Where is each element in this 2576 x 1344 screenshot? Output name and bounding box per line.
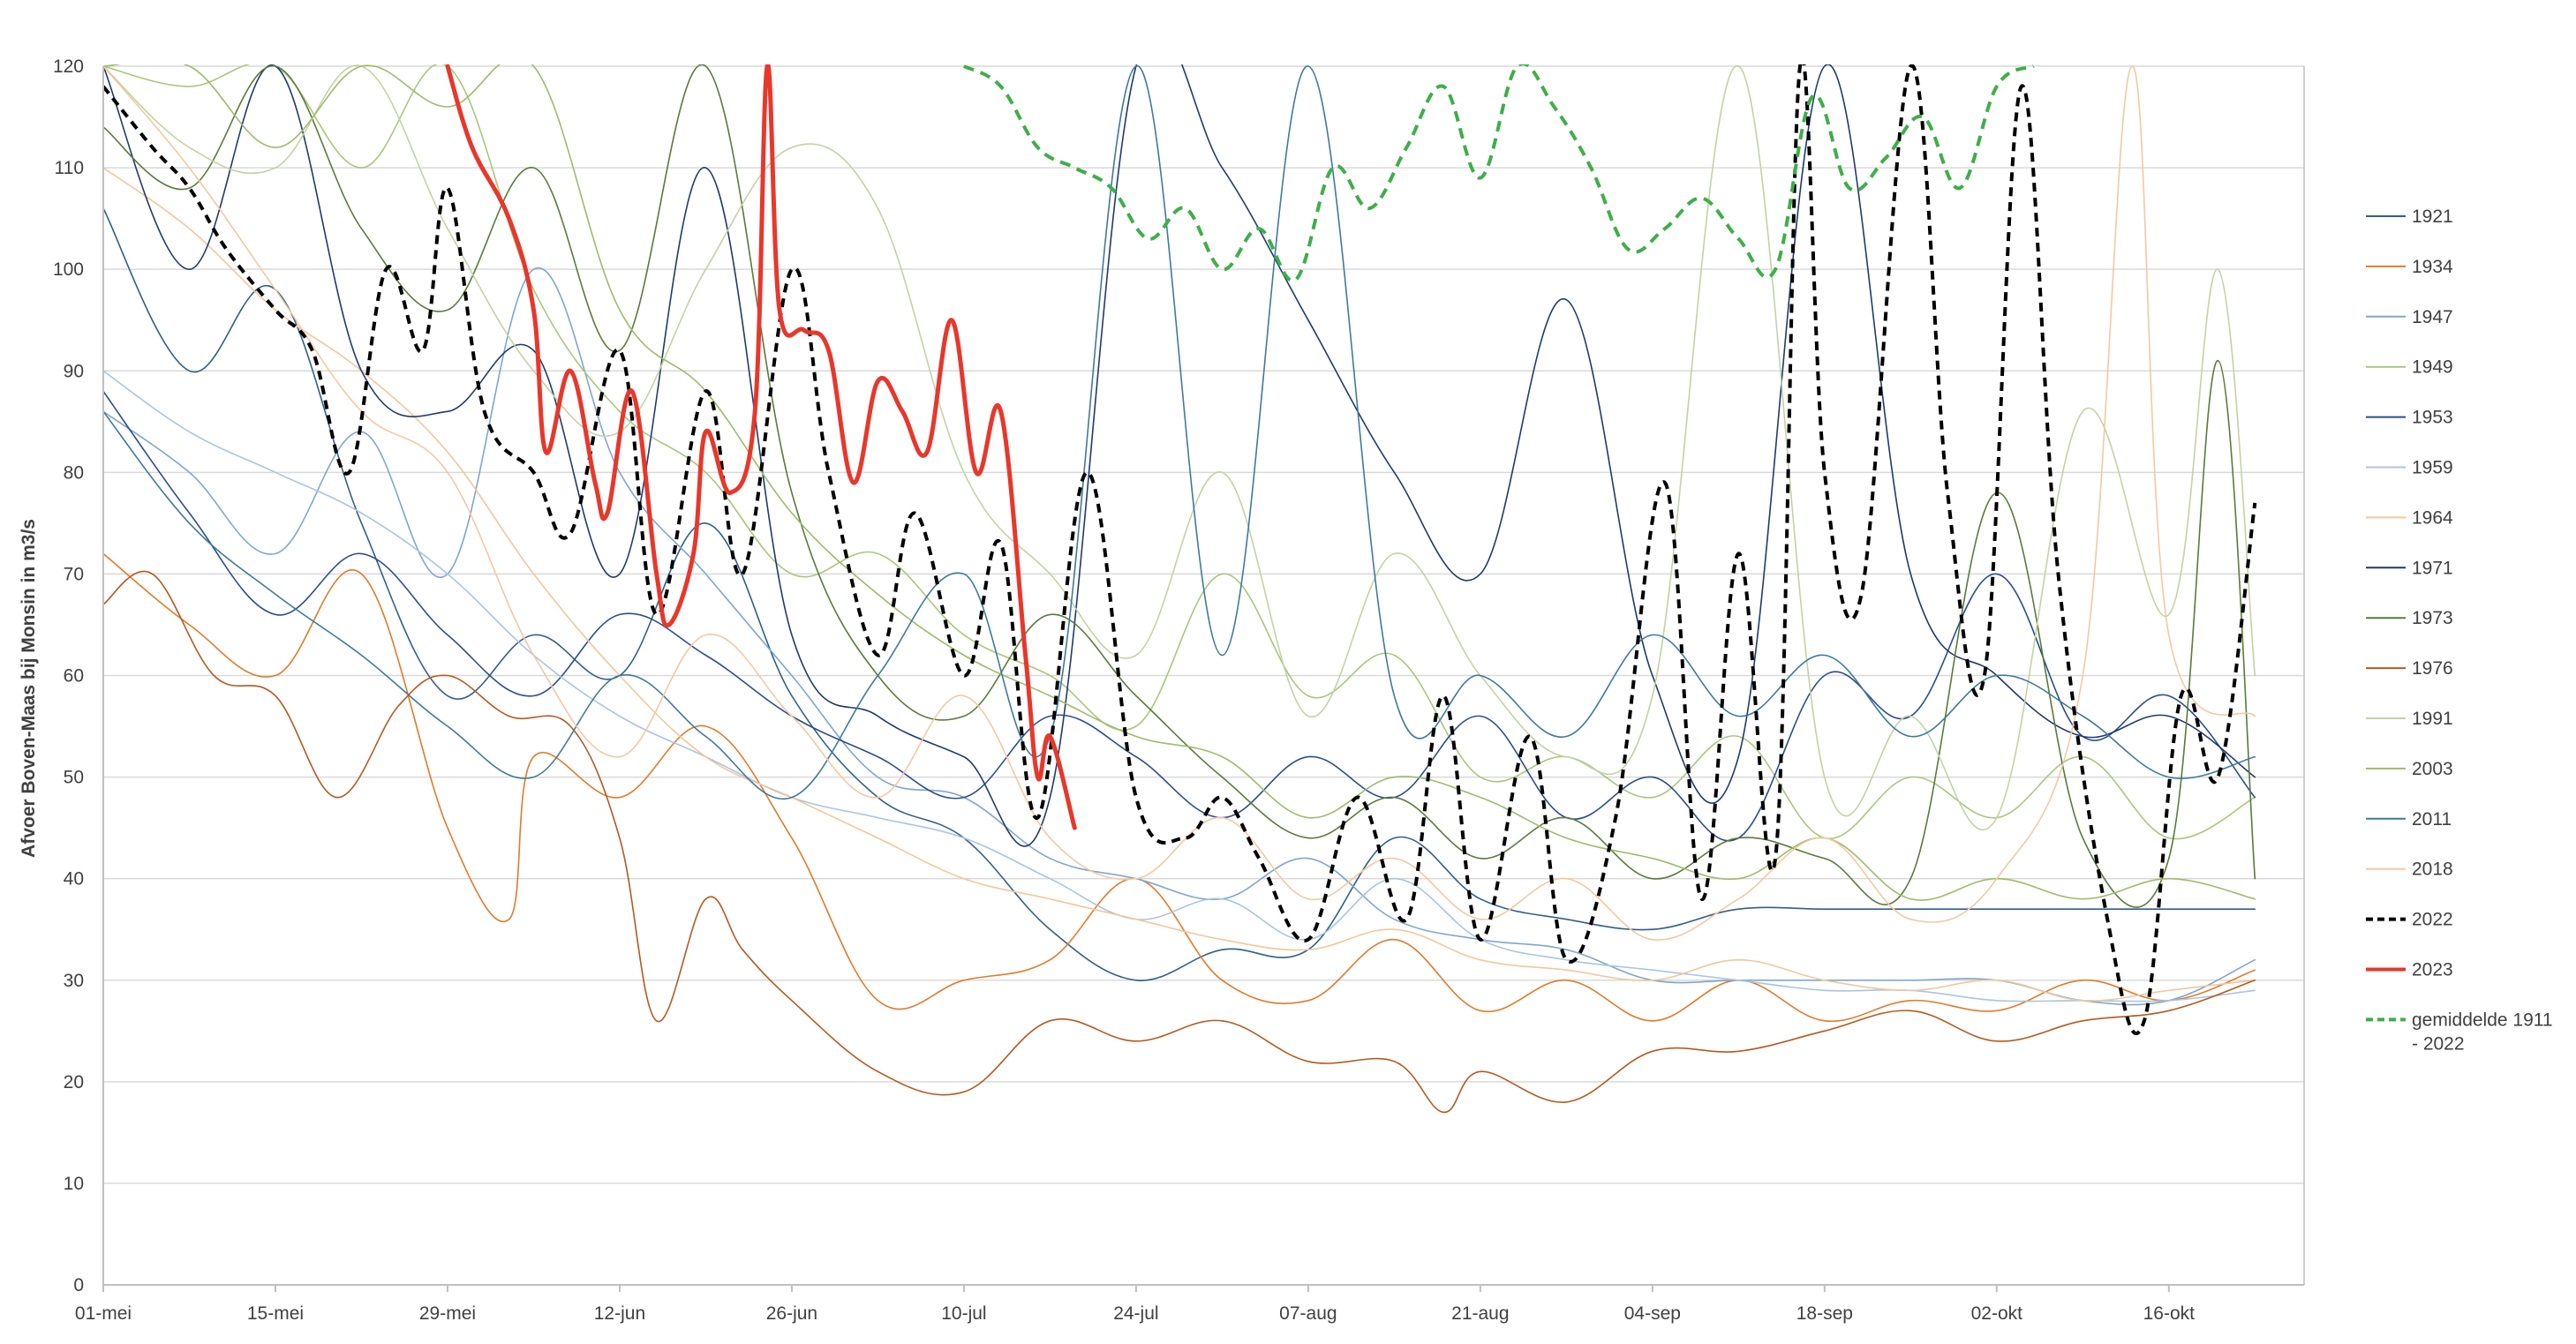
x-tick-label: 21-aug	[1451, 1303, 1509, 1324]
legend-label: 2003	[2412, 759, 2453, 779]
x-tick-label: 26-jun	[766, 1303, 817, 1324]
legend-label: 1959	[2412, 458, 2453, 478]
x-tick-label: 07-aug	[1279, 1303, 1337, 1324]
y-tick-label: 110	[55, 158, 84, 178]
series-line-1976	[103, 570, 2256, 1114]
x-tick-label: 04-sep	[1624, 1303, 1681, 1324]
series-line-2022	[103, 64, 2257, 1036]
series-line-2023	[445, 64, 1077, 830]
series-line-1949	[103, 64, 2256, 840]
legend-label: 1934	[2412, 257, 2453, 277]
series-line-1959	[103, 370, 2256, 1002]
series-line-gemiddelde-1911-2022	[962, 64, 2035, 283]
x-tick-labels: 01-mei 15-mei 29-mei 12-jun 26-jun 10-jul 24-j…	[75, 1285, 2195, 1324]
legend-label: - 2022	[2412, 1033, 2465, 1054]
legend-label: 1921	[2412, 206, 2453, 227]
legend-label: gemiddelde 1911	[2412, 1010, 2553, 1030]
y-tick-label: 90	[64, 361, 84, 381]
series-line-1953	[103, 390, 2256, 842]
x-tick-label: 24-jul	[1113, 1303, 1158, 1324]
series-group	[103, 64, 2257, 1114]
series-line-1991	[103, 64, 2256, 830]
x-tick-label: 10-jul	[941, 1303, 986, 1324]
y-tick-label: 10	[64, 1174, 84, 1194]
legend-label: 1949	[2412, 357, 2453, 378]
legend-label: 2018	[2412, 860, 2453, 880]
series-line-1934	[103, 552, 2256, 1023]
y-tick-label: 60	[64, 666, 84, 687]
legend-label: 1964	[2412, 507, 2453, 528]
series-line-1971	[103, 64, 2256, 847]
series-line-2011	[103, 65, 2256, 800]
x-tick-label: 01-mei	[75, 1303, 132, 1324]
y-tick-label: 70	[64, 564, 84, 584]
legend-label: 2011	[2412, 809, 2452, 830]
y-tick-label: 120	[53, 56, 84, 77]
legend-label: 2022	[2412, 910, 2453, 930]
y-axis-title: Afvoer Boven-Maas bij Monsin in m3/s	[19, 519, 39, 858]
y-tick-labels: 0 10 20 30 40 50 60 70 80 90 100 110 120	[53, 56, 84, 1295]
legend-label: 1973	[2412, 608, 2453, 628]
legend-label: 1991	[2412, 709, 2453, 729]
x-tick-label: 16-okt	[2143, 1303, 2196, 1324]
legend-label: 1953	[2412, 408, 2453, 428]
y-tick-label: 0	[73, 1275, 84, 1295]
x-tick-label: 02-okt	[1971, 1303, 2023, 1324]
x-tick-label: 18-sep	[1796, 1303, 1853, 1324]
y-tick-label: 30	[64, 971, 84, 991]
legend-label: 1976	[2412, 658, 2453, 679]
y-tick-label: 50	[64, 768, 84, 788]
legend-label: 1947	[2412, 307, 2453, 327]
x-tick-label: 15-mei	[247, 1303, 304, 1324]
legend-label: 2023	[2412, 960, 2453, 980]
y-tick-label: 20	[64, 1072, 84, 1092]
legend-label: 1971	[2412, 558, 2453, 578]
series-line-1973	[103, 64, 2256, 908]
series-line-1921	[103, 207, 2256, 981]
x-tick-label: 29-mei	[419, 1303, 476, 1324]
legend: 1921 1934 1947 1949 1953 1959 1964 1971 1973 1976…	[2366, 206, 2553, 1054]
y-tick-label: 40	[64, 869, 84, 890]
series-line-1964	[103, 167, 2256, 1002]
gridlines	[103, 65, 2304, 1286]
axes	[102, 66, 2305, 1286]
series-line-1947	[103, 267, 2256, 1006]
series-line-2003	[103, 64, 2256, 901]
y-tick-label: 100	[53, 259, 84, 280]
y-tick-label: 80	[64, 462, 84, 483]
x-tick-label: 12-jun	[594, 1303, 645, 1324]
series-line-2018	[103, 65, 2256, 941]
